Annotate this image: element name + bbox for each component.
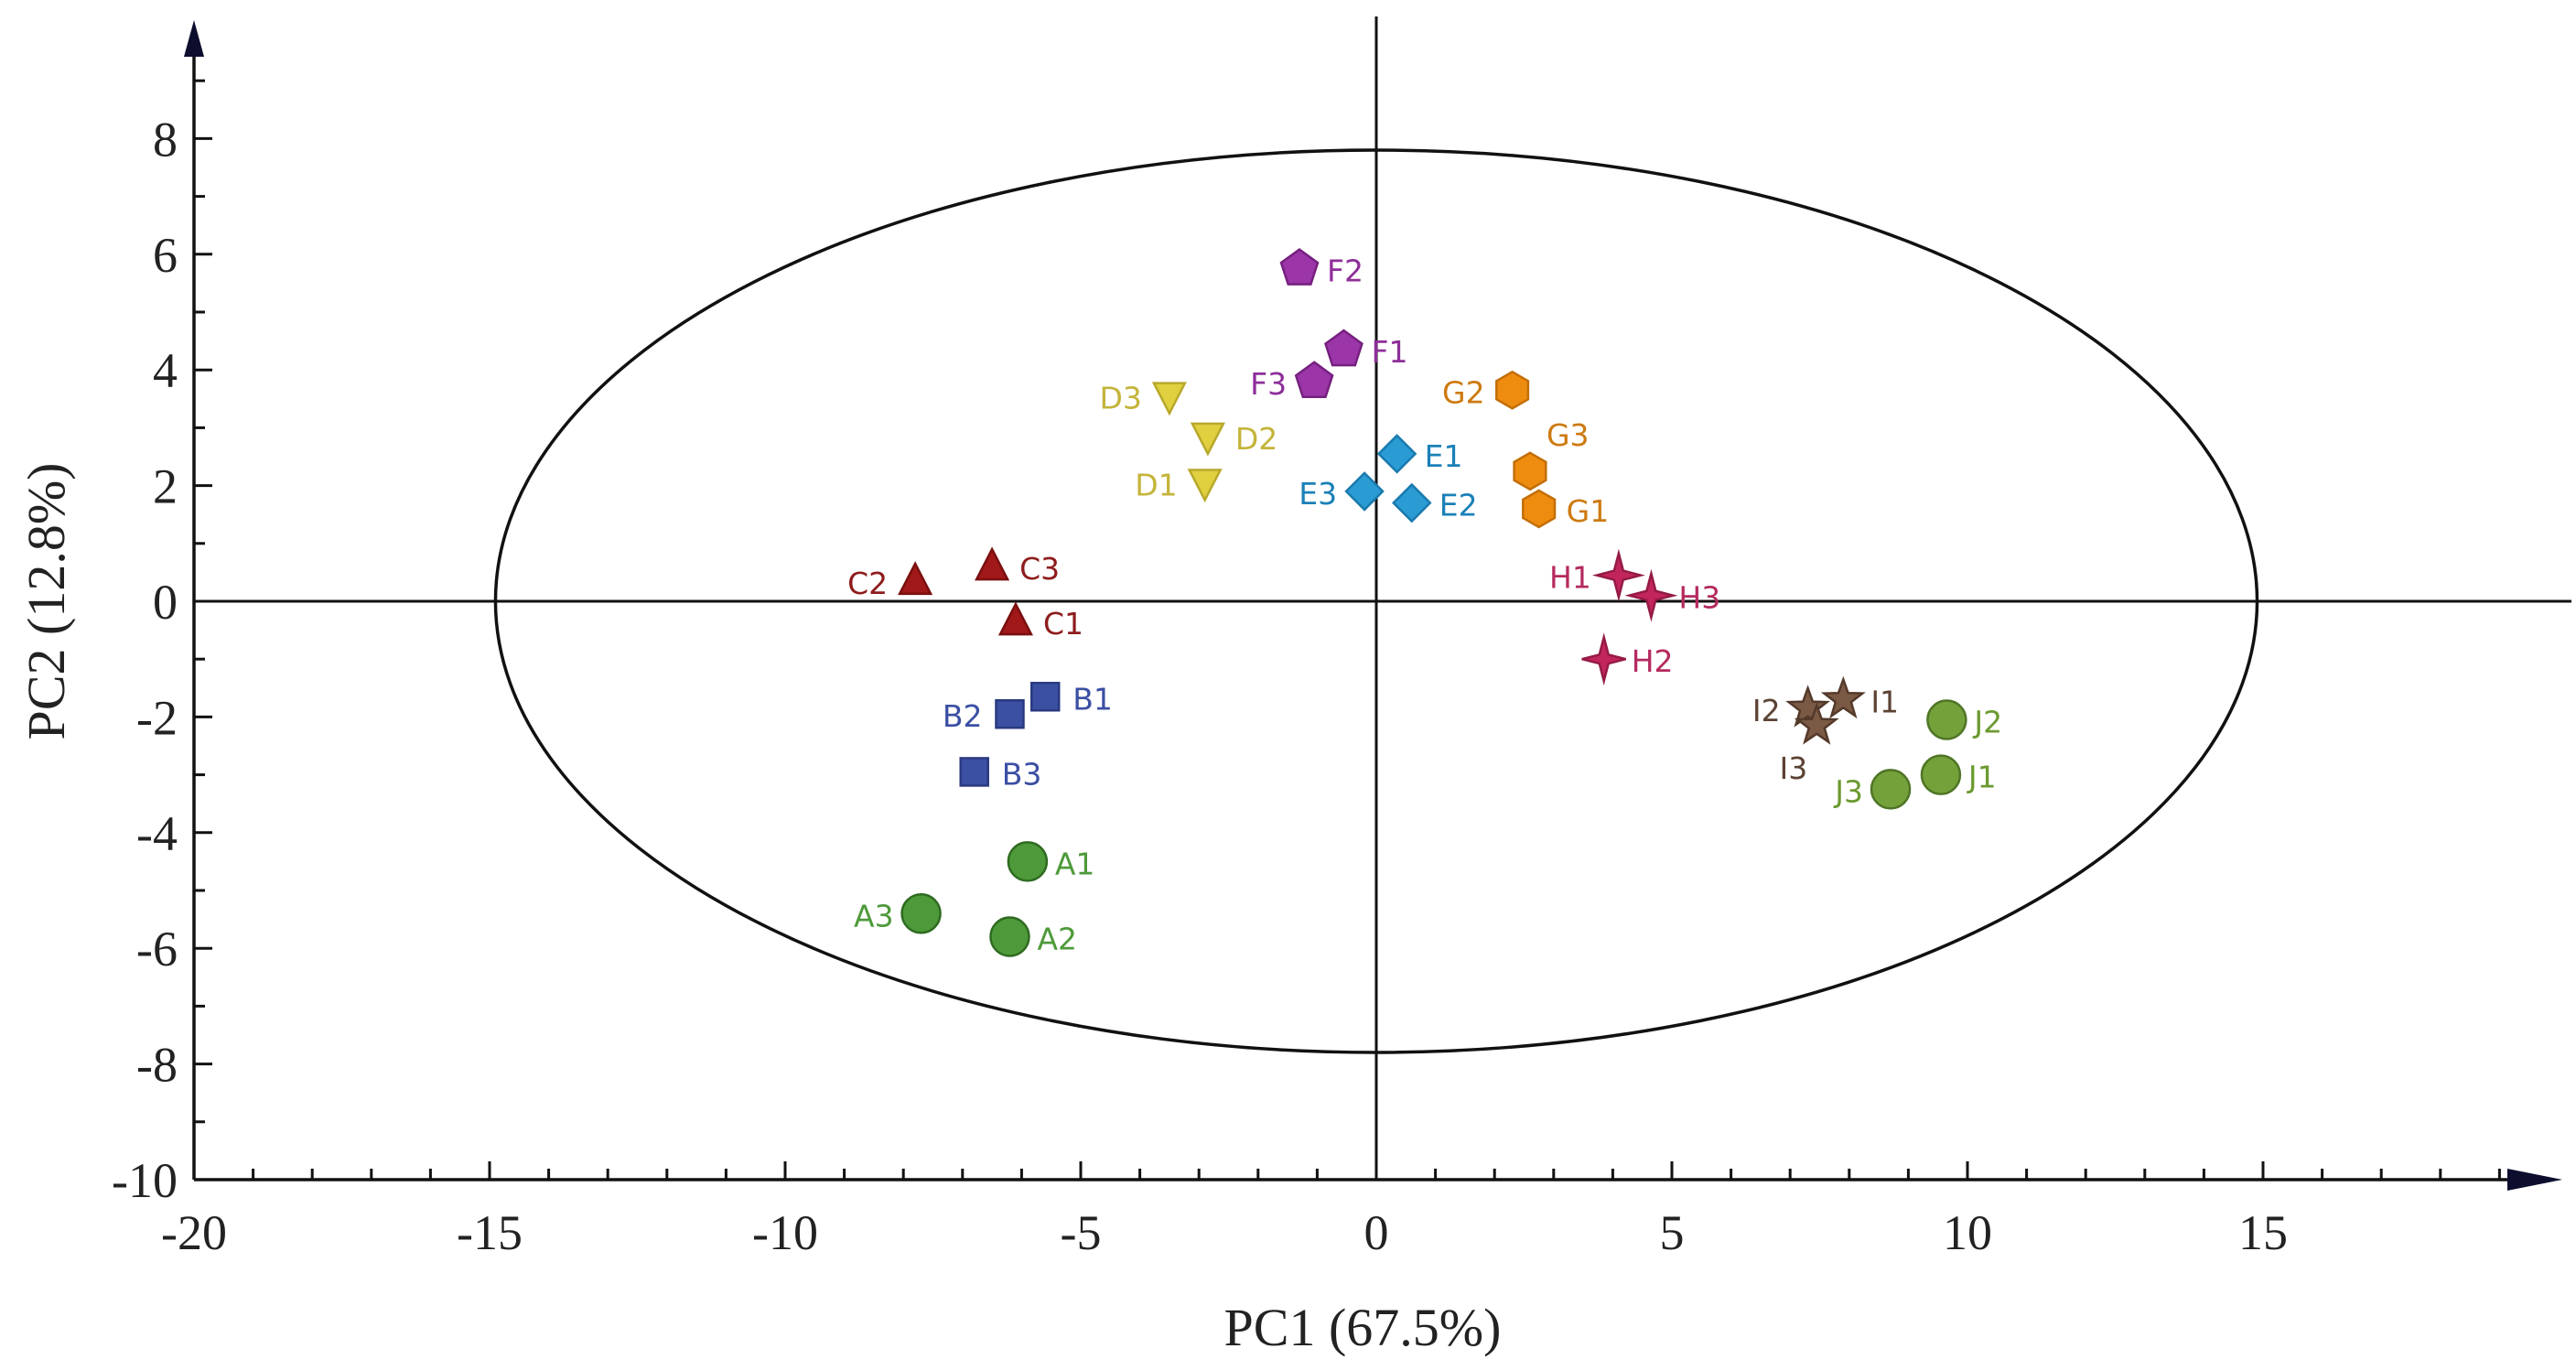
point-label-d1: D1: [1135, 467, 1177, 502]
point-label-a2: A2: [1037, 922, 1077, 957]
x-axis-arrow: [2507, 1169, 2562, 1191]
points-group: A1 A2 A3 B1 B2 B3 C1 C2 C3 D1 D2 D3 E1 E2 E3 F1 F2 F3 G1 G2…: [847, 248, 2002, 957]
point-f2: [1279, 248, 1320, 286]
point-label-f1: F1: [1371, 334, 1407, 370]
point-e3: [1344, 471, 1385, 512]
series-i: I1 I2 I3: [1752, 675, 1899, 786]
y-tick-label: 2: [153, 459, 178, 514]
point-f1: [1324, 329, 1363, 367]
point-i1: [1820, 675, 1866, 719]
point-f3: [1294, 361, 1334, 399]
series-e: E1 E2 E3: [1299, 434, 1478, 523]
point-h1: [1591, 548, 1645, 602]
point-e2: [1391, 482, 1432, 523]
point-label-i3: I3: [1780, 750, 1808, 786]
point-b2: [995, 698, 1025, 729]
point-g2: [1495, 370, 1530, 410]
x-tick-label: 15: [2238, 1205, 2288, 1260]
point-i3: [1794, 702, 1839, 745]
point-a3: [900, 893, 942, 934]
point-label-f2: F2: [1327, 254, 1363, 289]
series-g: G1 G2 G3: [1442, 370, 1610, 529]
point-d3: [1151, 382, 1187, 416]
y-tick-label: 4: [153, 343, 178, 398]
point-label-a1: A1: [1055, 846, 1095, 881]
point-label-h1: H1: [1549, 560, 1591, 596]
x-tick-label: 5: [1660, 1205, 1685, 1260]
y-tick-label: -8: [136, 1038, 178, 1093]
point-label-g2: G2: [1442, 374, 1485, 410]
series-d: D1 D2 D3: [1099, 381, 1277, 503]
series-b: B1 B2 B3: [943, 681, 1113, 792]
point-label-b2: B2: [943, 698, 983, 734]
point-j1: [1920, 754, 1962, 795]
x-tick-label: -20: [161, 1205, 227, 1260]
point-label-e1: E1: [1425, 438, 1463, 474]
y-tick-label: -10: [112, 1153, 178, 1208]
series-a: A1 A2 A3: [854, 841, 1095, 957]
axes-group: [184, 16, 2571, 1191]
point-label-b1: B1: [1072, 681, 1113, 717]
point-c2: [898, 561, 933, 596]
point-label-j3: J3: [1833, 773, 1863, 809]
point-label-c1: C1: [1043, 606, 1083, 642]
point-label-g1: G1: [1567, 493, 1610, 529]
point-b1: [1029, 682, 1061, 712]
point-label-h3: H3: [1678, 580, 1720, 616]
x-axis-title: PC1 (67.5%): [1224, 1298, 1502, 1357]
point-c3: [975, 546, 1010, 581]
point-label-d2: D2: [1235, 421, 1277, 457]
point-e1: [1376, 434, 1417, 474]
x-tick-label: 0: [1364, 1205, 1389, 1260]
point-label-d3: D3: [1099, 381, 1141, 416]
point-label-f3: F3: [1250, 366, 1287, 402]
y-axis-arrow: [184, 20, 204, 57]
y-tick-label: -6: [136, 922, 178, 976]
point-b3: [959, 757, 989, 787]
point-label-h2: H2: [1632, 643, 1674, 679]
series-f: F1 F2 F3: [1250, 248, 1407, 402]
y-tick-label: 8: [153, 112, 178, 167]
y-tick-label: -2: [136, 690, 178, 745]
point-d1: [1187, 469, 1223, 503]
point-j3: [1870, 769, 1912, 810]
y-axis-title: PC2 (12.8%): [16, 463, 76, 740]
point-label-c3: C3: [1019, 551, 1060, 587]
point-a2: [989, 916, 1030, 957]
x-tick-label: -10: [752, 1205, 818, 1260]
point-label-e3: E3: [1299, 476, 1337, 512]
point-label-b3: B3: [1002, 756, 1042, 792]
x-tick-label: -15: [457, 1205, 523, 1260]
point-label-e2: E2: [1439, 488, 1478, 523]
point-label-j1: J1: [1967, 760, 1997, 795]
point-g1: [1522, 489, 1557, 529]
point-g3: [1513, 451, 1547, 491]
x-tick-label: -5: [1061, 1205, 1102, 1260]
point-h3: [1624, 568, 1678, 622]
point-j2: [1926, 699, 1967, 740]
point-c1: [997, 601, 1033, 636]
point-label-g3: G3: [1547, 417, 1590, 453]
point-i2: [1785, 685, 1831, 728]
point-h2: [1581, 632, 1627, 686]
point-label-j2: J2: [1972, 705, 2002, 740]
point-label-i1: I1: [1870, 684, 1899, 719]
series-j: J1 J2 J3: [1833, 699, 2002, 810]
y-tick-label: -4: [136, 806, 178, 861]
series-c: C1 C2 C3: [847, 546, 1083, 642]
y-tick-label: 6: [153, 228, 178, 283]
x-tick-label: 10: [1943, 1205, 1992, 1260]
point-label-c2: C2: [847, 566, 888, 601]
y-tick-label: 0: [153, 575, 178, 630]
point-d2: [1190, 422, 1225, 457]
point-label-a3: A3: [854, 898, 894, 933]
point-label-i2: I2: [1752, 693, 1781, 728]
point-a1: [1007, 841, 1049, 882]
